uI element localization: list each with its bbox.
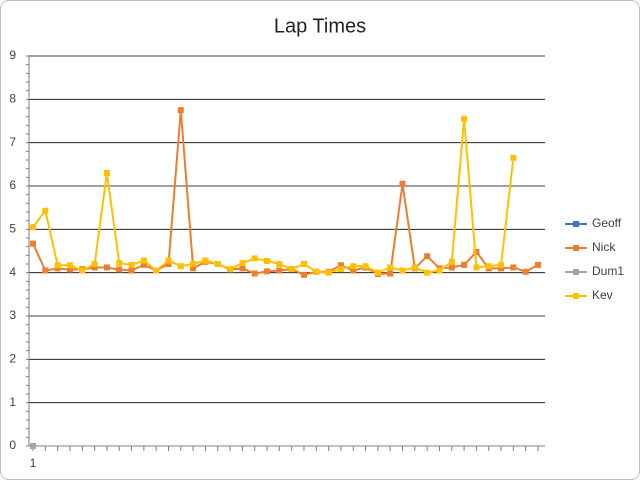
point-marker bbox=[79, 267, 86, 274]
point-marker bbox=[116, 260, 123, 267]
point-marker bbox=[448, 264, 455, 271]
y-tick-label: 1 bbox=[9, 395, 16, 409]
y-tick-label: 3 bbox=[9, 308, 16, 322]
point-marker bbox=[165, 257, 172, 264]
point-marker bbox=[202, 257, 209, 264]
point-marker bbox=[103, 170, 110, 176]
point-marker bbox=[411, 264, 418, 271]
point-marker bbox=[498, 265, 505, 272]
point-marker bbox=[214, 261, 221, 267]
point-marker bbox=[313, 268, 320, 275]
point-marker bbox=[128, 267, 135, 274]
point-marker bbox=[140, 257, 147, 264]
point-marker bbox=[239, 260, 246, 267]
point-marker bbox=[300, 271, 307, 278]
point-marker bbox=[251, 255, 258, 262]
legend-label: Kev bbox=[592, 288, 613, 302]
point-marker bbox=[264, 257, 271, 264]
point-marker bbox=[510, 154, 517, 161]
point-marker bbox=[374, 269, 381, 276]
point-marker bbox=[103, 264, 110, 271]
y-tick-label: 9 bbox=[9, 48, 16, 62]
point-marker bbox=[424, 253, 431, 260]
point-marker bbox=[177, 263, 184, 270]
series-line bbox=[32, 118, 515, 274]
point-marker bbox=[399, 180, 406, 187]
legend-label: Dum1 bbox=[592, 264, 624, 278]
point-marker bbox=[288, 266, 295, 273]
y-tick-label: 7 bbox=[9, 135, 16, 149]
point-marker bbox=[140, 261, 147, 268]
x-tick-label: 1 bbox=[30, 456, 37, 470]
y-tick-label: 4 bbox=[9, 265, 16, 279]
point-marker bbox=[510, 264, 517, 271]
point-marker bbox=[42, 207, 49, 214]
point-marker bbox=[448, 258, 455, 265]
point-marker bbox=[424, 269, 431, 276]
point-marker bbox=[399, 267, 406, 274]
point-marker bbox=[461, 261, 468, 268]
point-marker bbox=[190, 261, 197, 267]
legend-marker bbox=[573, 269, 579, 275]
point-marker bbox=[337, 262, 344, 269]
point-marker bbox=[436, 267, 443, 274]
point-marker bbox=[362, 263, 369, 270]
legend-marker bbox=[573, 221, 579, 227]
y-tick-label: 2 bbox=[9, 352, 16, 366]
point-marker bbox=[165, 261, 172, 267]
point-marker bbox=[498, 261, 505, 268]
point-marker bbox=[227, 266, 234, 273]
point-marker bbox=[239, 265, 246, 272]
y-tick-label: 6 bbox=[9, 178, 16, 192]
y-tick-label: 0 bbox=[9, 438, 16, 452]
point-marker bbox=[325, 269, 332, 276]
point-marker bbox=[473, 264, 480, 271]
point-marker bbox=[66, 266, 73, 273]
point-marker bbox=[30, 240, 36, 247]
legend-label: Nick bbox=[592, 240, 616, 254]
chart-title: Lap Times bbox=[274, 15, 366, 37]
point-marker bbox=[128, 261, 135, 268]
point-marker bbox=[387, 264, 394, 271]
y-tick-label: 8 bbox=[9, 92, 16, 106]
point-marker bbox=[300, 261, 307, 267]
point-marker bbox=[473, 248, 480, 255]
point-marker bbox=[461, 115, 468, 122]
point-marker bbox=[485, 263, 492, 270]
point-marker bbox=[264, 268, 271, 275]
point-marker bbox=[350, 263, 357, 270]
legend-marker bbox=[573, 293, 579, 299]
point-marker bbox=[251, 270, 258, 277]
point-marker bbox=[91, 264, 98, 271]
point-marker bbox=[276, 267, 283, 274]
legend-label: Geoff bbox=[592, 216, 622, 230]
point-marker bbox=[30, 443, 36, 449]
point-marker bbox=[350, 267, 357, 274]
point-marker bbox=[54, 262, 61, 269]
point-marker bbox=[153, 267, 160, 274]
point-marker bbox=[177, 107, 184, 114]
point-marker bbox=[190, 265, 197, 272]
point-marker bbox=[276, 261, 283, 267]
y-tick-label: 5 bbox=[9, 222, 16, 236]
point-marker bbox=[535, 261, 541, 268]
point-marker bbox=[116, 266, 123, 273]
point-marker bbox=[337, 266, 344, 273]
point-marker bbox=[522, 268, 529, 275]
point-marker bbox=[30, 224, 36, 231]
point-marker bbox=[54, 265, 61, 272]
point-marker bbox=[387, 270, 394, 277]
point-marker bbox=[66, 262, 73, 269]
legend-marker bbox=[573, 245, 579, 251]
point-marker bbox=[91, 261, 98, 267]
point-marker bbox=[42, 267, 49, 274]
